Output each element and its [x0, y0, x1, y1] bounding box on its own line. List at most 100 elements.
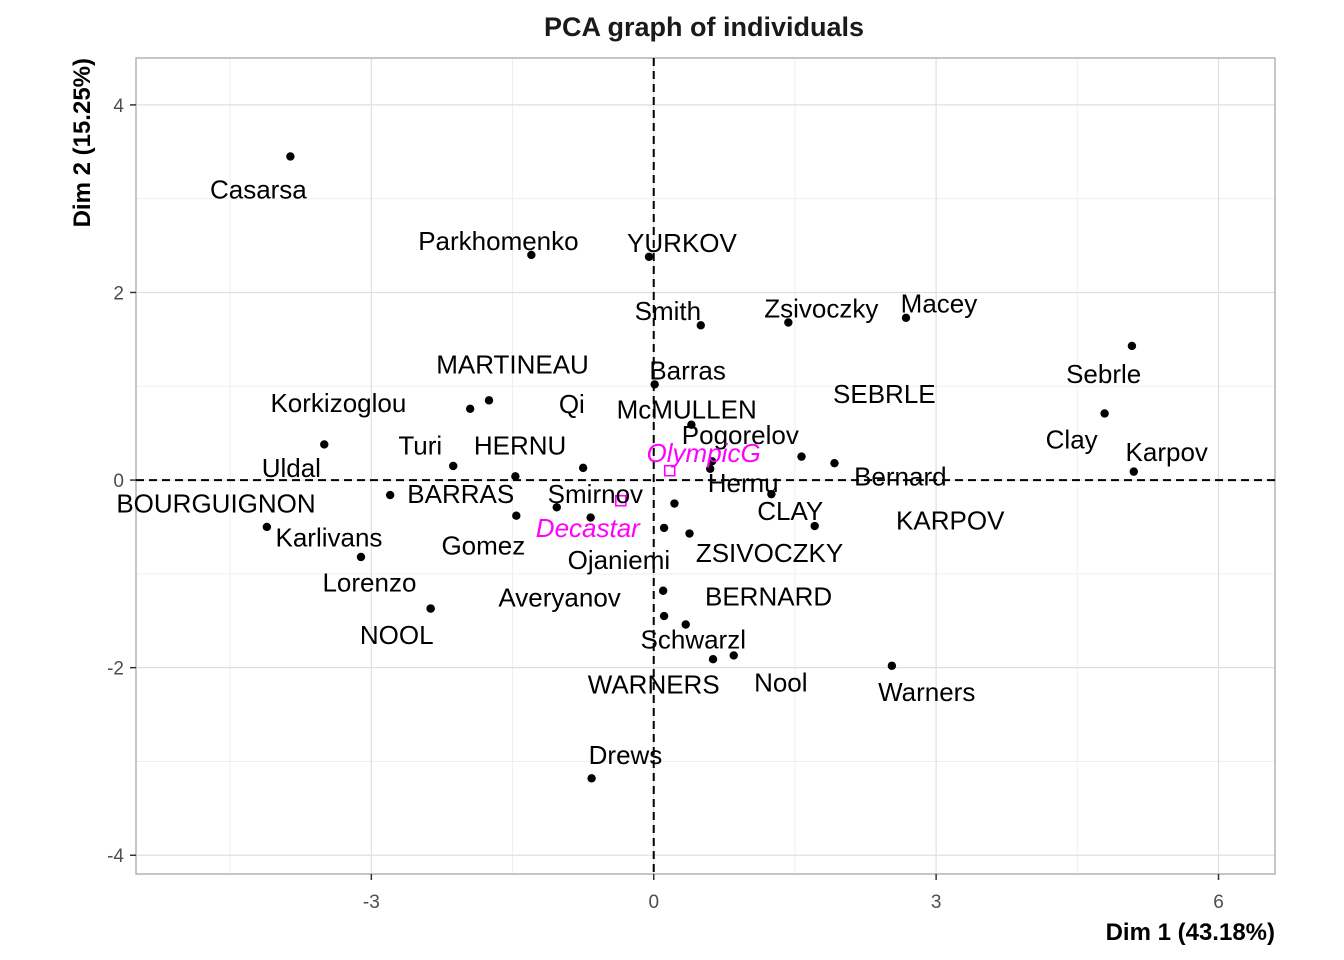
point-label: WARNERS — [588, 670, 720, 700]
y-axis-ticks: -4 -2 0 2 4 — [107, 96, 136, 867]
panel-border — [135, 57, 1276, 875]
data-point — [385, 490, 395, 500]
supplementary-point — [663, 464, 676, 477]
x-tick-label: 6 — [1213, 892, 1224, 913]
data-point — [320, 440, 329, 449]
data-point — [707, 457, 717, 466]
y-tick-label: 2 — [113, 283, 124, 304]
data-point — [465, 404, 475, 413]
point-label: Gomez — [441, 531, 525, 561]
data-point — [552, 503, 561, 512]
point-label: Clay — [1046, 425, 1098, 455]
supplementary-point — [614, 494, 627, 507]
data-point — [729, 651, 738, 660]
data-point — [262, 522, 272, 532]
data-point — [356, 552, 366, 562]
point-label: MARTINEAU — [436, 350, 589, 380]
data-point — [484, 396, 494, 405]
data-point — [706, 464, 715, 474]
y-tick-label: -2 — [107, 659, 124, 680]
data-point — [527, 250, 536, 260]
data-point — [810, 521, 819, 531]
y-tick-label: -4 — [107, 846, 124, 867]
data-points — [262, 152, 1139, 783]
point-label: Casarsa — [210, 174, 307, 204]
data-point — [286, 152, 295, 161]
data-point — [685, 529, 694, 538]
data-point — [650, 380, 659, 389]
data-point — [1127, 341, 1137, 351]
point-labels: Casarsa Parkhomenko YURKOV Smith Zsivoczky Ma… — [116, 174, 1208, 770]
data-point — [587, 774, 596, 783]
data-point — [658, 586, 668, 595]
data-point — [681, 620, 690, 629]
point-label: KARPOV — [896, 505, 1005, 535]
x-tick-label: 3 — [931, 892, 942, 913]
point-label: Averyanov — [498, 582, 620, 612]
data-point — [708, 655, 718, 664]
x-axis-title: Dim 1 (43.18%) — [1106, 919, 1275, 946]
x-tick-label: 0 — [648, 892, 659, 913]
point-label: Pogorelov — [682, 420, 799, 450]
point-label: ZSIVOCZKY — [696, 538, 843, 568]
point-label: Smirnov — [548, 479, 643, 509]
point-label: SEBRLE — [833, 379, 936, 409]
chart-title: PCA graph of individuals — [544, 12, 864, 42]
data-point — [1100, 409, 1109, 418]
data-point — [659, 523, 669, 533]
supplementary-label: OlympicG — [647, 438, 761, 468]
point-label: BARRAS — [407, 479, 514, 509]
data-point — [696, 321, 705, 330]
data-point — [512, 511, 521, 520]
data-point — [797, 452, 806, 461]
point-label: BOURGUIGNON — [116, 489, 315, 519]
data-point — [887, 661, 897, 670]
point-label: Barras — [649, 355, 726, 385]
y-axis-title: Dim 2 (15.25%) — [69, 58, 96, 227]
x-axis-ticks: -3 0 3 6 — [363, 874, 1224, 913]
data-point — [449, 461, 458, 471]
point-label: Qi — [559, 389, 585, 419]
point-label: Smith — [635, 296, 701, 326]
data-point — [511, 472, 520, 481]
point-label: McMULLEN — [617, 395, 757, 425]
point-label: Schwarzl — [641, 625, 746, 655]
data-point — [644, 252, 654, 262]
point-label: Lorenzo — [322, 567, 416, 597]
data-point — [578, 463, 588, 473]
point-label: Karpov — [1126, 437, 1208, 467]
x-tick-label: -3 — [363, 892, 380, 913]
point-label: Turi — [398, 430, 442, 460]
data-point — [586, 513, 595, 522]
point-label: Sebrle — [1066, 359, 1141, 389]
data-point — [767, 489, 776, 499]
point-label: Bernard — [854, 461, 947, 491]
point-label: Hernu — [708, 468, 779, 498]
point-label: Zsivoczky — [764, 293, 878, 323]
point-label: YURKOV — [627, 228, 737, 258]
data-point — [1129, 467, 1139, 476]
data-point — [830, 458, 839, 468]
point-label: Korkizoglou — [270, 388, 406, 418]
point-label: Macey — [901, 289, 978, 319]
y-tick-label: 0 — [113, 471, 124, 492]
data-point — [426, 604, 435, 613]
data-point — [670, 499, 679, 508]
point-label: Karlivans — [276, 522, 383, 552]
data-point — [784, 318, 793, 327]
point-label: Uldal — [262, 453, 321, 483]
point-label: Ojaniemi — [568, 545, 671, 575]
point-label: Drews — [589, 740, 663, 770]
point-label: Nool — [754, 668, 807, 698]
point-label: BERNARD — [705, 581, 832, 611]
data-point — [687, 420, 696, 429]
point-label: HERNU — [474, 430, 566, 460]
y-tick-label: 4 — [113, 96, 124, 117]
data-point — [659, 611, 669, 621]
grid-minor — [136, 58, 1275, 874]
data-point — [901, 313, 911, 323]
point-label: CLAY — [757, 496, 823, 526]
point-label: NOOL — [360, 620, 434, 650]
point-label: Parkhomenko — [418, 226, 578, 256]
